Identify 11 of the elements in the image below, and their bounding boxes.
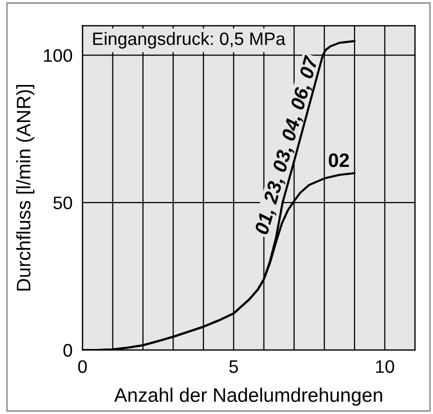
series-label: 02 xyxy=(328,153,349,168)
y-axis-title: Durchfluss [l/min (ANR)] xyxy=(16,84,34,291)
x-tick-label: 5 xyxy=(229,360,238,373)
x-axis-title: Anzahl der Nadelumdrehungen xyxy=(114,388,382,406)
y-tick-label: 50 xyxy=(53,196,72,210)
x-tick-label: 10 xyxy=(376,360,394,373)
text: 01, 23, 03, 04, 06, 07 xyxy=(254,54,321,236)
x-tick-label: 0 xyxy=(78,360,87,373)
annotation: Eingangsdruck: 0,5 MPa xyxy=(93,32,286,49)
y-tick-label: 0 xyxy=(63,344,72,357)
y-tick-label: 100 xyxy=(44,49,72,62)
